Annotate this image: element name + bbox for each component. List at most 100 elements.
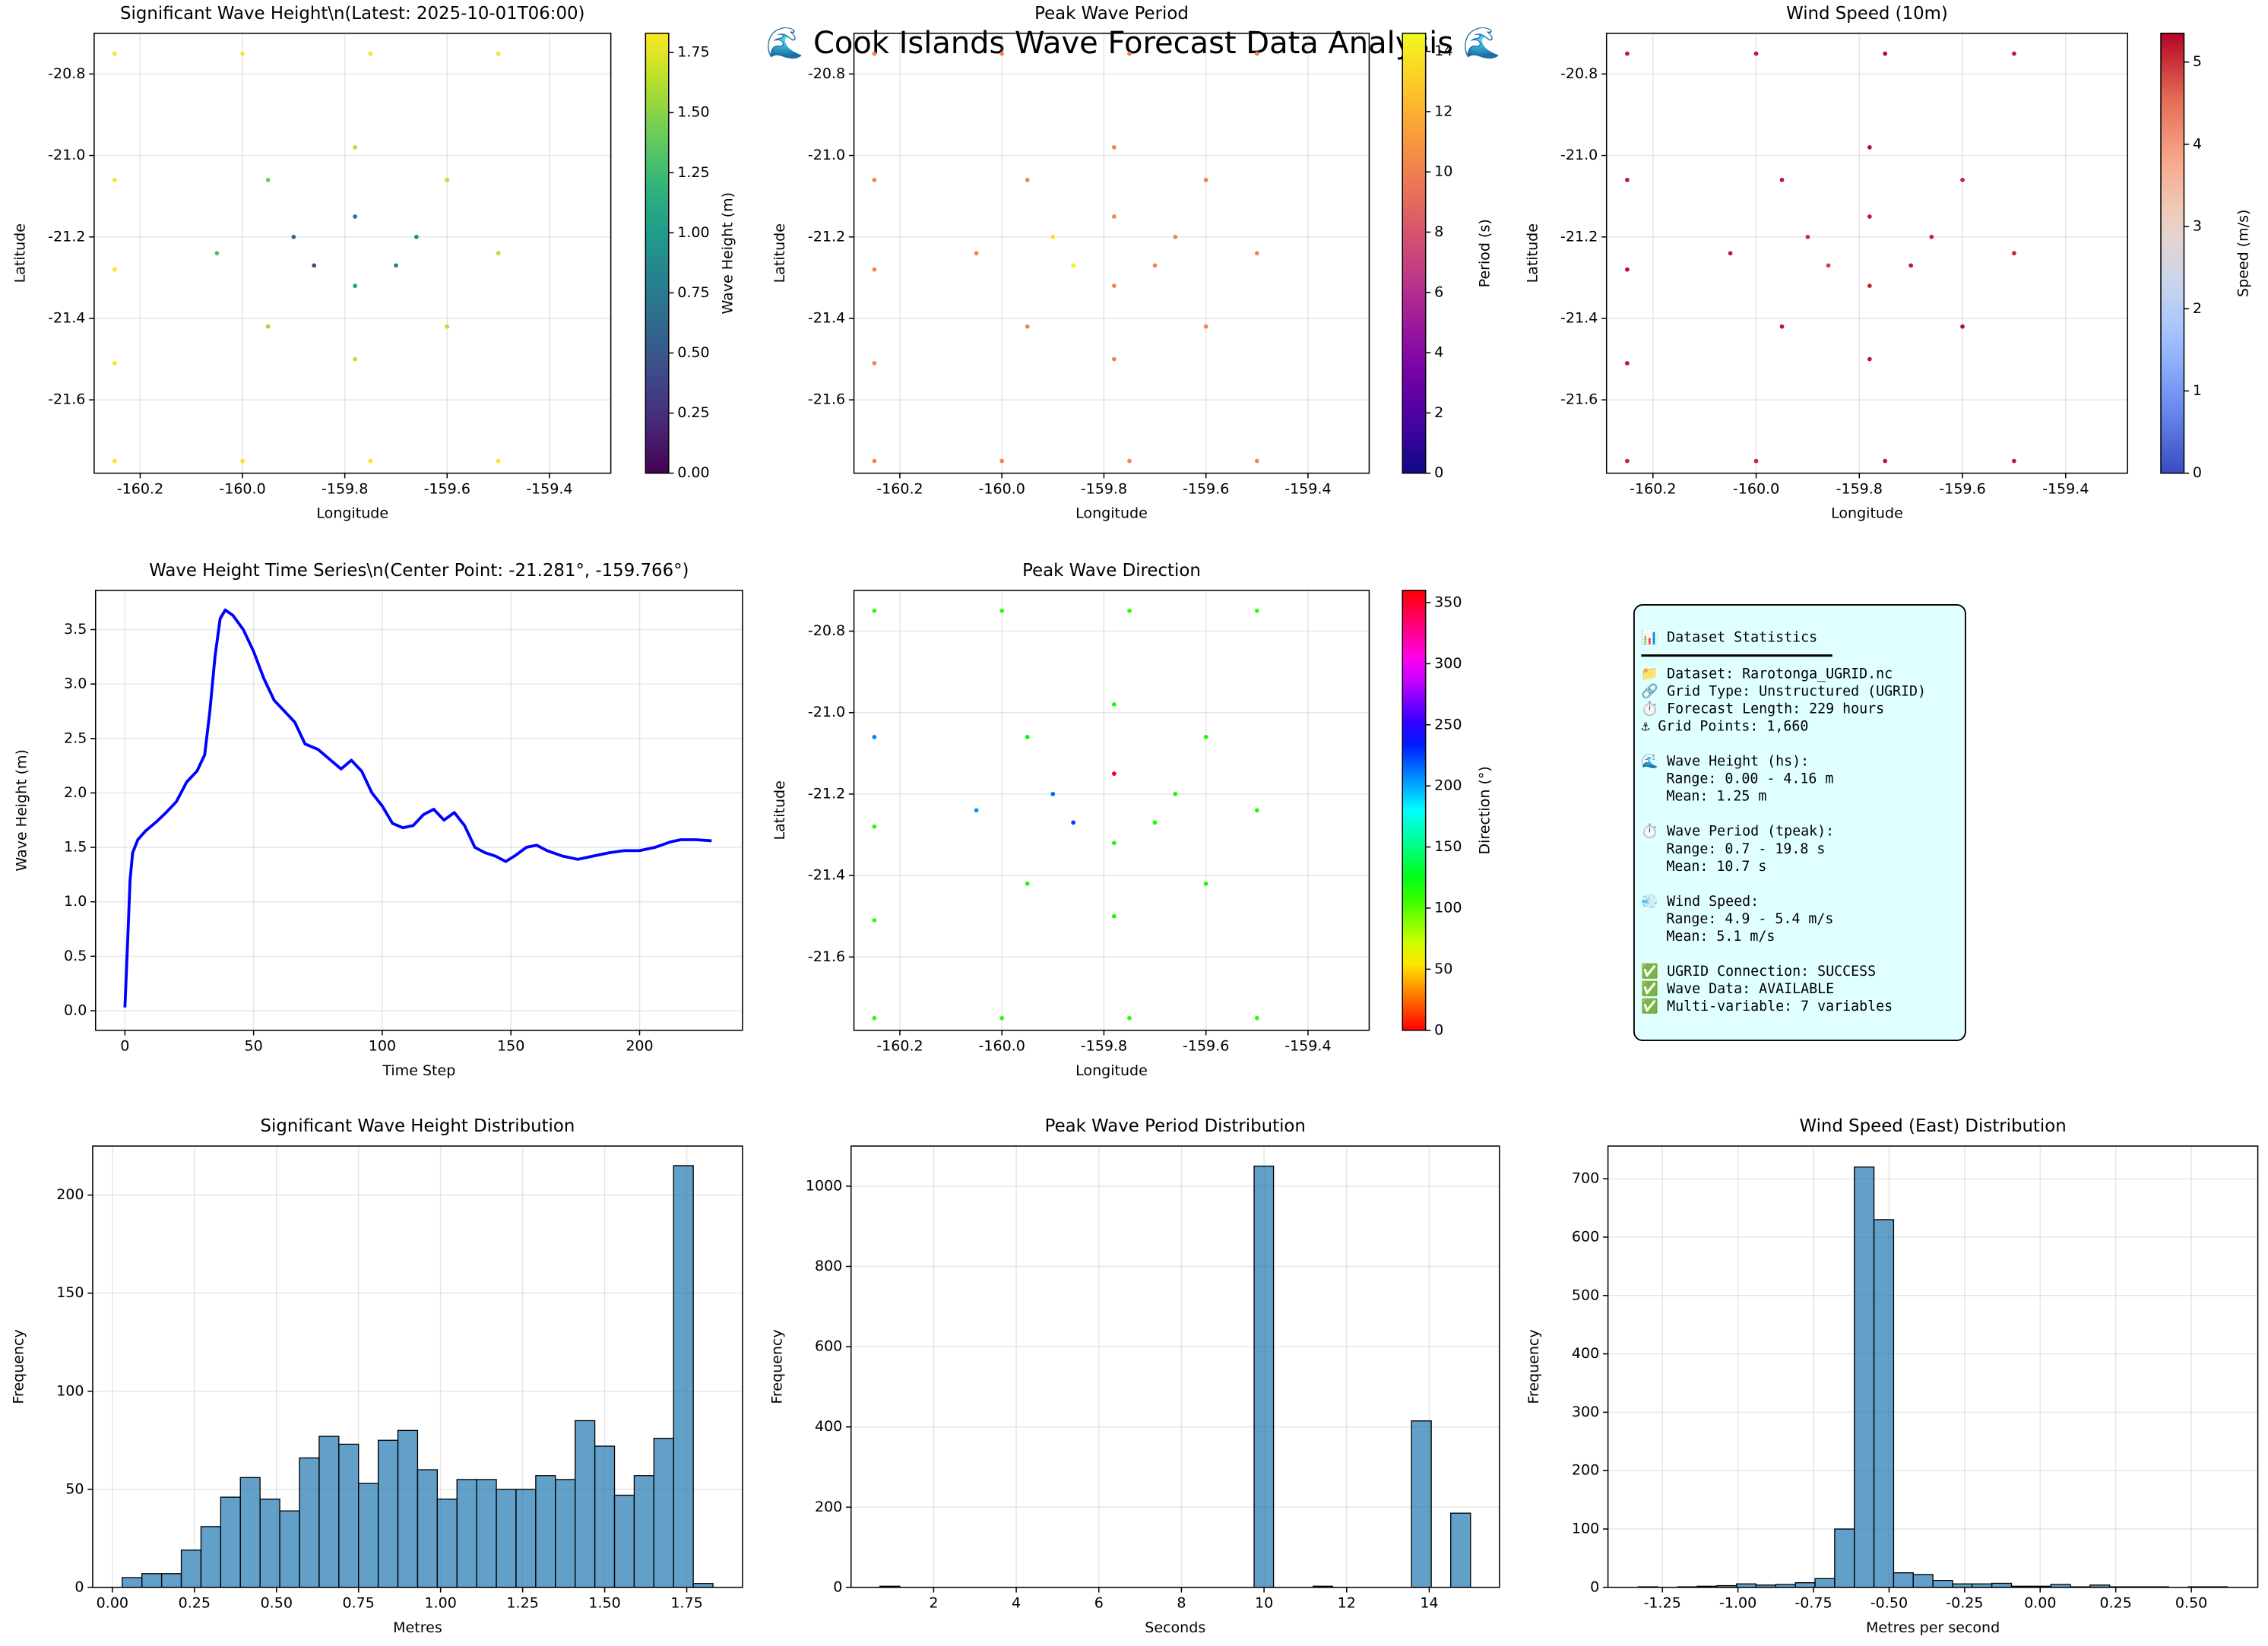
- stats-line: Range: 0.00 - 4.16 m: [1641, 771, 1833, 787]
- y-tick-label: 0.5: [64, 948, 87, 964]
- point: [240, 51, 245, 56]
- point: [1173, 234, 1178, 239]
- plot-area: [112, 51, 501, 464]
- point: [1254, 1015, 1259, 1021]
- x-tick-label: 150: [497, 1037, 524, 1054]
- y-tick-label: -21.2: [48, 228, 85, 245]
- colorbar-tick-label: 10: [1434, 163, 1452, 180]
- y-tick-label: 3.0: [64, 676, 87, 692]
- plot-area: [1625, 51, 2016, 464]
- x-tick-label: 0.00: [2024, 1595, 2056, 1612]
- bar: [259, 1499, 280, 1587]
- bar: [476, 1479, 497, 1587]
- y-tick-label: 1.0: [64, 893, 87, 910]
- point: [394, 263, 398, 268]
- y-tick-label: -21.6: [48, 391, 85, 408]
- bar: [1411, 1420, 1432, 1587]
- colorbar-tick-label: 8: [1434, 223, 1443, 240]
- stats-line: Range: 0.7 - 19.8 s: [1641, 841, 1825, 857]
- y-axis-label: Latitude: [11, 223, 28, 283]
- plot-area: [1637, 1166, 2228, 1587]
- x-tick-label: 8: [1177, 1595, 1186, 1612]
- x-tick-label: -159.8: [322, 480, 368, 497]
- stats-line: Mean: 5.1 m/s: [1641, 929, 1775, 945]
- y-tick-label: -21.2: [808, 228, 845, 245]
- point: [414, 234, 419, 239]
- y-tick-label: 0: [833, 1578, 842, 1595]
- point: [1867, 356, 1872, 362]
- x-axis-label: Metres: [393, 1619, 442, 1636]
- point: [1254, 51, 1259, 56]
- colorbar-tick-label: 1.75: [677, 44, 709, 61]
- bar: [1893, 1572, 1914, 1587]
- point: [353, 283, 357, 288]
- x-tick-label: 0.75: [343, 1595, 375, 1612]
- x-axis-label: Longitude: [316, 505, 388, 522]
- x-tick-label: -1.25: [1644, 1595, 1681, 1612]
- x-tick-label: 0.25: [2100, 1595, 2132, 1612]
- subplot: -160.2 -160.0 -159.8 -159.6 -159.4 -21.6 -21.4…: [771, 561, 1493, 1079]
- point: [872, 177, 877, 182]
- bar: [180, 1549, 202, 1587]
- point: [368, 458, 373, 464]
- x-tick-label: 1.25: [506, 1595, 538, 1612]
- bar: [377, 1439, 399, 1587]
- stats-line: ✅ Multi-variable: 7 variables: [1641, 998, 1893, 1015]
- colorbar: [1402, 590, 1427, 1031]
- x-axis-label: Metres per second: [1866, 1619, 2000, 1636]
- y-tick-label: 150: [56, 1284, 84, 1301]
- line: [123, 608, 712, 1008]
- y-axis-label: Frequency: [11, 1329, 27, 1404]
- bar: [122, 1577, 143, 1587]
- bar: [1794, 1582, 1816, 1587]
- y-tick-label: 600: [1572, 1228, 1599, 1245]
- y-tick-label: -21.4: [808, 867, 845, 884]
- y-tick-label: -21.4: [808, 309, 845, 326]
- subplot-title: Peak Wave Period: [1034, 4, 1189, 24]
- x-axis-label: Seconds: [1145, 1619, 1205, 1636]
- bar: [239, 1477, 261, 1587]
- point: [872, 608, 877, 613]
- point: [1625, 458, 1630, 464]
- y-axis-label: Wave Height (m): [13, 749, 30, 872]
- y-axis-label: Latitude: [771, 223, 788, 283]
- point: [1254, 608, 1259, 613]
- axes-frame: [853, 33, 1370, 474]
- bar: [160, 1573, 182, 1587]
- bar: [1991, 1582, 2013, 1587]
- y-tick-label: -20.8: [1560, 65, 1598, 82]
- bar: [318, 1436, 340, 1587]
- y-tick-label: 600: [815, 1338, 842, 1355]
- subplot-title: Wind Speed (10m): [1786, 4, 1948, 24]
- point: [496, 51, 501, 56]
- colorbar-tick-label: 2: [2193, 300, 2202, 317]
- point: [872, 824, 877, 829]
- y-axis-label: Latitude: [1524, 223, 1541, 283]
- y-tick-label: 400: [1572, 1345, 1599, 1362]
- y-tick-label: 100: [56, 1382, 84, 1399]
- bar: [1814, 1578, 1836, 1587]
- point: [872, 458, 877, 464]
- point: [496, 251, 501, 256]
- point: [1625, 361, 1630, 366]
- point: [2012, 51, 2016, 56]
- y-tick-label: 200: [815, 1499, 842, 1515]
- point: [1203, 881, 1208, 886]
- point: [496, 458, 501, 464]
- bar: [496, 1489, 517, 1587]
- point: [872, 1015, 877, 1021]
- point: [353, 145, 357, 150]
- y-tick-label: 800: [815, 1258, 842, 1274]
- point: [872, 918, 877, 923]
- x-tick-label: -160.0: [219, 480, 265, 497]
- point: [2012, 251, 2016, 256]
- point: [1050, 792, 1056, 796]
- point: [999, 1015, 1005, 1021]
- x-tick-label: -159.8: [1081, 480, 1127, 497]
- stats-box: [1633, 603, 1966, 1042]
- colorbar-tick-label: 6: [1434, 283, 1443, 300]
- x-tick-label: 4: [1012, 1595, 1021, 1612]
- y-tick-label: -20.8: [48, 65, 85, 82]
